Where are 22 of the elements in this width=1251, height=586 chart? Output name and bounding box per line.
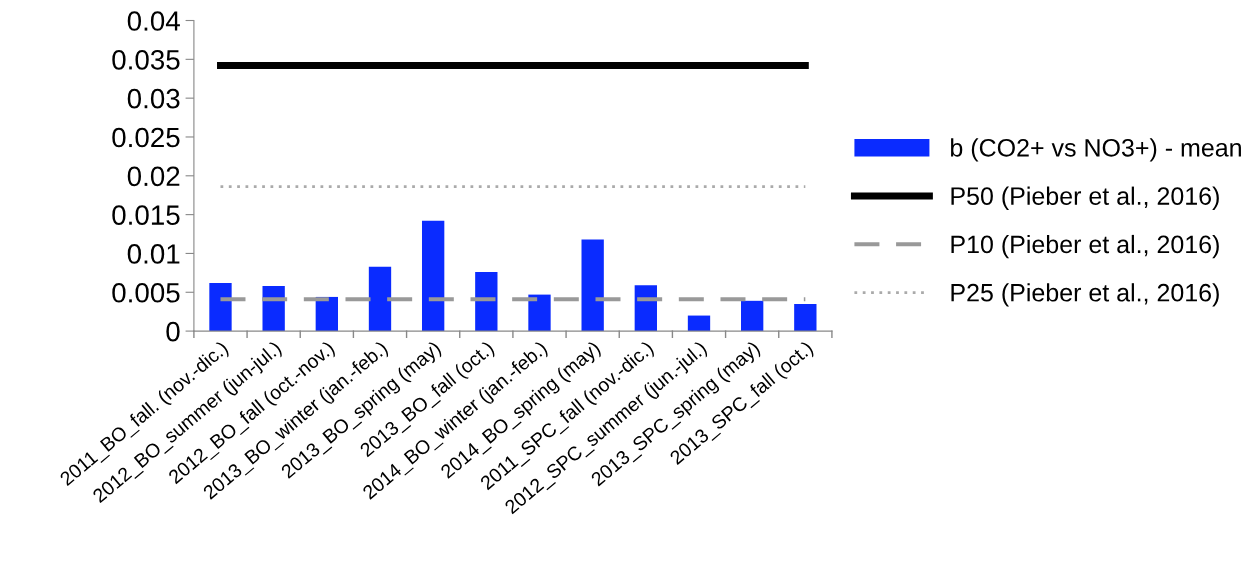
bar xyxy=(794,303,817,332)
legend-label: P10 (Pieber et al., 2016) xyxy=(951,234,1219,259)
bar xyxy=(475,272,498,332)
y-tick-label: 0.01 xyxy=(127,244,180,264)
y-tick-label: 0.03 xyxy=(127,88,180,109)
bar xyxy=(528,294,551,332)
y-tick-label: 0 xyxy=(166,321,180,342)
y-tick-label: 0.02 xyxy=(127,166,180,187)
legend-label: b (CO2+ vs NO3+) - mean xyxy=(951,138,1241,162)
legend-label: P25 (Pieber et al., 2016) xyxy=(951,283,1219,307)
bar xyxy=(368,266,392,332)
bar xyxy=(581,239,604,332)
y-tick-label: 0.005 xyxy=(112,282,180,303)
bar xyxy=(262,286,285,332)
y-tick-label: 0.035 xyxy=(112,50,180,70)
bar xyxy=(209,282,232,332)
y-tick-label: 0.04 xyxy=(127,11,180,31)
y-tick-label: 0.025 xyxy=(112,127,180,148)
legend-label: P50 (Pieber et al., 2016) xyxy=(951,186,1219,210)
y-tick-label: 0.015 xyxy=(112,205,180,225)
bar xyxy=(741,300,764,332)
bar xyxy=(421,220,445,332)
